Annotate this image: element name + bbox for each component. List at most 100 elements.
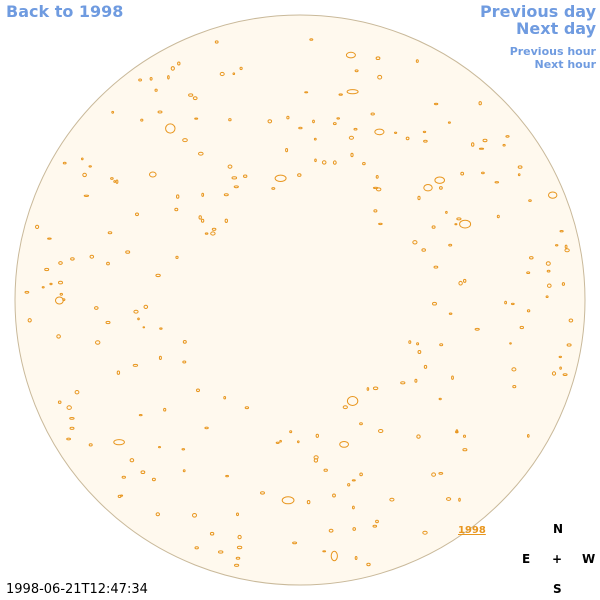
contour bbox=[138, 78, 143, 82]
contour bbox=[315, 433, 319, 438]
contour bbox=[198, 151, 204, 156]
contour bbox=[244, 406, 250, 410]
contour bbox=[458, 497, 461, 502]
contour bbox=[350, 152, 354, 158]
contour-layer bbox=[24, 38, 574, 567]
contour bbox=[417, 195, 421, 201]
contour bbox=[285, 148, 289, 153]
contour bbox=[297, 173, 302, 177]
contour bbox=[433, 102, 439, 106]
contour bbox=[378, 429, 384, 433]
contour bbox=[546, 269, 551, 273]
contour bbox=[517, 165, 523, 169]
contour bbox=[227, 164, 233, 169]
contour bbox=[83, 194, 90, 198]
contour bbox=[170, 66, 175, 71]
contour bbox=[439, 343, 444, 347]
contour bbox=[89, 254, 95, 259]
contour bbox=[351, 479, 356, 482]
contour bbox=[121, 475, 127, 479]
contour bbox=[260, 491, 265, 495]
contour bbox=[463, 434, 466, 438]
next-day-link[interactable]: Next day bbox=[516, 19, 596, 38]
contour bbox=[504, 300, 508, 305]
contour bbox=[352, 527, 357, 531]
contour bbox=[389, 497, 395, 502]
contour bbox=[82, 172, 87, 178]
contour bbox=[438, 472, 444, 475]
contour bbox=[414, 378, 418, 383]
contour bbox=[113, 439, 125, 446]
contour bbox=[237, 534, 242, 540]
contour bbox=[192, 513, 197, 518]
contour bbox=[235, 556, 241, 560]
contour bbox=[447, 121, 451, 124]
contour bbox=[181, 448, 186, 451]
contour bbox=[167, 75, 170, 80]
contour bbox=[422, 130, 427, 134]
contour bbox=[58, 261, 63, 265]
contour bbox=[24, 290, 30, 294]
previous-hour-link[interactable]: Previous hour bbox=[509, 45, 596, 58]
contour bbox=[336, 117, 341, 120]
contour bbox=[378, 222, 383, 226]
contour bbox=[433, 265, 439, 269]
contour bbox=[267, 119, 273, 124]
contour bbox=[138, 414, 143, 417]
contour bbox=[115, 179, 119, 184]
contour bbox=[370, 112, 375, 116]
contour bbox=[313, 137, 317, 141]
contour bbox=[455, 430, 459, 434]
contour bbox=[225, 474, 230, 478]
contour bbox=[561, 282, 566, 286]
contour bbox=[274, 174, 287, 183]
contour bbox=[512, 385, 517, 389]
contour bbox=[59, 292, 63, 296]
contour bbox=[545, 295, 549, 299]
contour bbox=[309, 38, 314, 41]
contour bbox=[236, 512, 239, 517]
image-link[interactable]: 1998 bbox=[458, 525, 486, 536]
contour bbox=[218, 550, 224, 554]
contour bbox=[417, 350, 422, 354]
contour bbox=[509, 342, 512, 345]
contour bbox=[332, 122, 337, 126]
contour bbox=[456, 217, 462, 221]
contour bbox=[338, 93, 343, 96]
contour bbox=[219, 71, 225, 77]
contour bbox=[328, 528, 334, 533]
contour bbox=[394, 131, 398, 135]
compass-east: E bbox=[522, 552, 531, 566]
contour bbox=[416, 342, 420, 346]
contour bbox=[377, 74, 383, 80]
contour bbox=[431, 225, 436, 229]
compass-north: N bbox=[553, 522, 564, 536]
next-hour-link[interactable]: Next hour bbox=[534, 58, 597, 71]
contour bbox=[201, 192, 205, 197]
back-link[interactable]: Back to 1998 bbox=[6, 2, 124, 21]
contour bbox=[376, 187, 382, 192]
contour bbox=[511, 367, 517, 372]
contour bbox=[455, 429, 459, 433]
contour bbox=[27, 318, 32, 323]
contour bbox=[323, 468, 328, 472]
contour bbox=[35, 224, 40, 229]
contour bbox=[451, 375, 454, 380]
contour bbox=[416, 434, 421, 439]
contour bbox=[342, 405, 348, 410]
contour bbox=[297, 440, 300, 444]
contour bbox=[125, 250, 131, 254]
contour bbox=[110, 177, 114, 180]
contour bbox=[140, 470, 146, 475]
timestamp: 1998-06-21T12:47:34 bbox=[6, 582, 148, 597]
contour bbox=[232, 72, 236, 75]
contour bbox=[375, 175, 379, 179]
contour bbox=[281, 496, 295, 505]
contour bbox=[159, 327, 163, 330]
contour bbox=[176, 194, 180, 199]
contour bbox=[423, 139, 428, 143]
previous-day-link[interactable]: Previous day bbox=[479, 2, 596, 21]
contour bbox=[372, 524, 378, 528]
contour bbox=[95, 340, 101, 345]
